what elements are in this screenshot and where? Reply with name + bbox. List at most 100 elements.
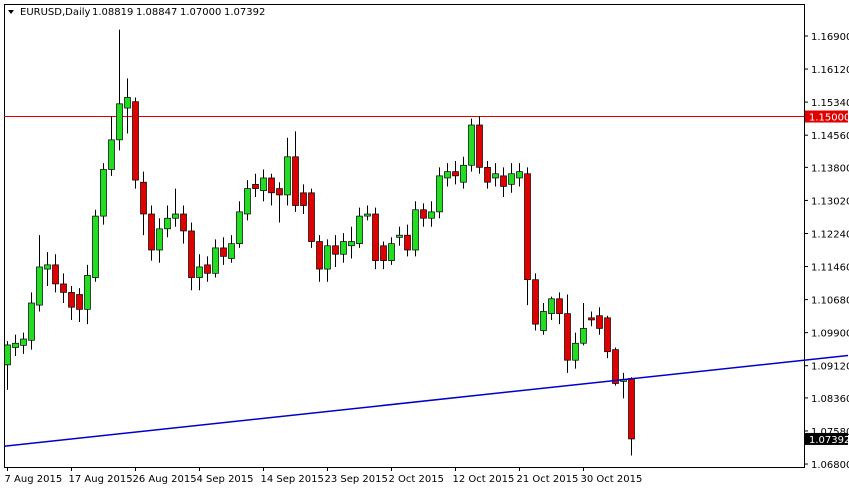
y-tick-label: 1.10680 (811, 296, 849, 307)
candle-body (316, 241, 323, 270)
quote-value: 1.08819 (92, 7, 133, 18)
x-tick-label: 2 Oct 2015 (389, 474, 444, 485)
candle-body (308, 192, 315, 242)
candle-body (532, 279, 539, 325)
candle-body (92, 215, 99, 278)
candle-body (612, 349, 619, 384)
x-tick-label: 4 Sep 2015 (197, 474, 254, 485)
candle-body (20, 338, 27, 346)
candle-body (116, 103, 123, 141)
candle-body (212, 247, 219, 274)
candle-body (564, 313, 571, 361)
candle-body (164, 217, 171, 230)
level-label-box (805, 110, 848, 123)
candle-body (4, 344, 11, 366)
candle-body (124, 97, 131, 109)
candle-body (372, 213, 379, 261)
price-label-box (805, 432, 848, 445)
candle-body (540, 311, 547, 331)
y-tick-label: 1.07580 (811, 427, 849, 438)
candle-body (444, 171, 451, 179)
candle-body (148, 213, 155, 251)
candle-body (52, 264, 59, 285)
candle-body (180, 213, 187, 232)
y-tick-label: 1.06800 (811, 460, 849, 471)
candle-body (524, 173, 531, 281)
x-tick-label: 17 Aug 2015 (69, 474, 133, 485)
candle-body (276, 188, 283, 196)
candle-body (588, 317, 595, 321)
x-tick-label: 26 Aug 2015 (133, 474, 197, 485)
candle-body (140, 181, 147, 215)
candle-body (492, 173, 499, 179)
candle-body (572, 342, 579, 361)
candle-body (156, 228, 163, 251)
candle-body (108, 139, 115, 170)
candle-body (476, 124, 483, 168)
candle-body (580, 328, 587, 344)
candle-body (516, 171, 523, 179)
candle-body (604, 317, 611, 353)
candle-body (76, 294, 83, 310)
y-tick-label: 1.13020 (811, 196, 849, 207)
candle-body (404, 234, 411, 251)
x-tick-label: 23 Sep 2015 (325, 474, 388, 485)
candle-body (364, 213, 371, 217)
chart-symbol: EURUSD,Daily (20, 7, 91, 18)
candle-body (220, 247, 227, 257)
candle-body (500, 175, 507, 187)
y-tick-label: 1.16120 (811, 65, 849, 76)
candle-body (436, 175, 443, 213)
candle-body (100, 169, 107, 217)
quote-value: 1.07000 (180, 7, 221, 18)
candle-body (324, 245, 331, 270)
candle-body (236, 211, 243, 245)
candle-body (44, 264, 51, 270)
candle-body (348, 241, 355, 247)
y-tick-label: 1.12240 (811, 229, 849, 240)
candle-body (396, 234, 403, 238)
candle-body (420, 209, 427, 219)
y-tick-label: 1.09900 (811, 329, 849, 340)
candle-body (452, 171, 459, 177)
candle-body (332, 245, 339, 255)
candle-body (60, 283, 67, 293)
quote-value: 1.08847 (136, 7, 177, 18)
y-tick-label: 1.09120 (811, 362, 849, 373)
quote-value: 1.07392 (224, 7, 265, 18)
candle-body (12, 342, 19, 348)
candle-body (84, 275, 91, 310)
y-tick-label: 1.08360 (811, 394, 849, 405)
candle-body (284, 156, 291, 196)
candle-body (412, 209, 419, 251)
price-label: 1.07392 (809, 435, 849, 446)
candle-body (428, 211, 435, 219)
candle-body (172, 213, 179, 219)
candle-body (484, 167, 491, 183)
candle-body (188, 230, 195, 278)
candle-body (460, 164, 467, 183)
x-tick-label: 30 Oct 2015 (581, 474, 643, 485)
candle-body (244, 188, 251, 215)
candle-body (508, 173, 515, 185)
level-label: 1.15000 (809, 113, 849, 124)
candle-body (28, 302, 35, 341)
x-tick-label: 21 Oct 2015 (517, 474, 579, 485)
y-tick-label: 1.15340 (811, 98, 849, 109)
x-tick-label: 12 Oct 2015 (453, 474, 515, 485)
menu-icon (8, 10, 14, 14)
y-tick-label: 1.14560 (811, 131, 849, 142)
y-tick-label: 1.11460 (811, 263, 849, 274)
candle-body (468, 124, 475, 166)
candle-body (260, 177, 267, 192)
candle-body (380, 245, 387, 261)
candle-body (548, 298, 555, 314)
candle-body (204, 264, 211, 274)
candle-body (228, 243, 235, 259)
candle-body (68, 292, 75, 308)
candle-body (300, 192, 307, 206)
x-tick-label: 7 Aug 2015 (5, 474, 63, 485)
candle-body (388, 243, 395, 261)
